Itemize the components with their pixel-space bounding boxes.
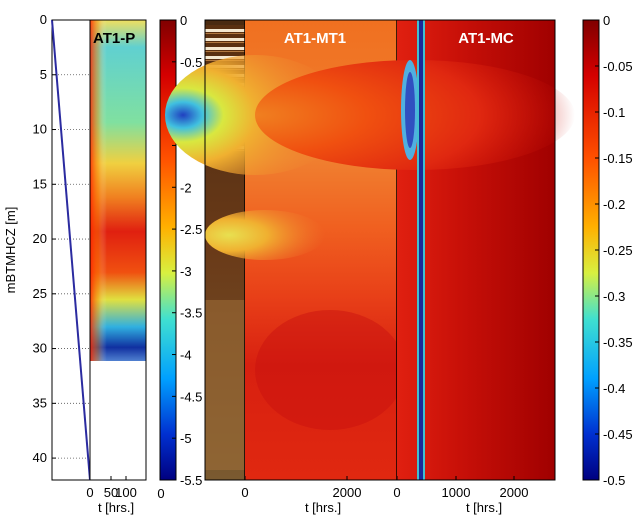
at1-mc-x-tick-label-0: 0 [393, 485, 400, 500]
colorbar-1-tick-label-5: -2.5 [180, 222, 202, 237]
y-tick-label-3: 15 [33, 176, 47, 191]
colorbar-2-tick-label-6: -0.3 [603, 289, 625, 304]
at1-mt1-x-tick-label-1: 2000 [333, 485, 362, 500]
y-tick-label-8: 40 [33, 450, 47, 465]
colorbar-1-scale [159, 19, 177, 481]
y-tick-label-2: 10 [33, 122, 47, 137]
colorbar-2-tick-label-8: -0.4 [603, 381, 625, 396]
at1-p-edge-band [90, 20, 146, 361]
y-tick-label-4: 20 [33, 231, 47, 246]
y-tick-label-0: 0 [40, 12, 47, 27]
at1-p-x-tick-label-1: 50 [104, 485, 118, 500]
at1-mc-band-core [419, 20, 423, 480]
at1-p-blank [90, 361, 146, 480]
core-image-lower [205, 300, 245, 470]
left-gridlines [52, 74, 90, 459]
colorbar-1-tick-label-1: -0.5 [180, 55, 202, 70]
colorbar-2-tick-label-4: -0.2 [603, 197, 625, 212]
at1-mc-heatmap: AT1-MC [204, 19, 575, 481]
colorbar-2-tick-label-9: -0.45 [603, 427, 633, 442]
main-x-ticks: 0 2000 0 1000 2000 [241, 476, 528, 500]
at1-p-x-tick-label-2: 100 [115, 485, 137, 500]
colorbar-2-tick-label-5: -0.25 [603, 243, 633, 258]
y-tick-label-7: 35 [33, 395, 47, 410]
colorbar-1-tick-label-8: -4 [180, 348, 192, 363]
at1-mc-x-tick-label-2: 2000 [500, 485, 529, 500]
colorbar-1-tick-label-6: -3 [180, 264, 192, 279]
colorbar-1-tick-label-0: 0 [180, 13, 187, 28]
colorbar-2-tick-label-3: -0.15 [603, 151, 633, 166]
depth-series-line [51, 19, 91, 481]
at1-mt1-anomaly-mid [205, 210, 325, 260]
at1-mt1-title: AT1-MT1 [284, 30, 346, 47]
x-axis-label-left: t [hrs.] [98, 500, 134, 515]
colorbar-2-tick-label-1: -0.05 [603, 59, 633, 74]
colorbar-2-tick-label-2: -0.1 [603, 105, 625, 120]
x-axis-label-mid: t [hrs.] [305, 500, 341, 515]
colorbar-2-ticks: 0 -0.05 -0.1 -0.15 -0.2 -0.25 -0.3 -0.35 -0.4 -0.… [595, 13, 633, 488]
colorbar-1-extra-tick: 0 [157, 486, 164, 501]
at1-p-frame [89, 19, 147, 481]
colorbar-2-tick-label-0: 0 [603, 13, 610, 28]
depth-line-panel: 0 5 10 15 20 25 30 35 40 mBTMHCZ [m] [3, 12, 91, 481]
colorbar-2-tick-label-7: -0.35 [603, 335, 633, 350]
at1-mt1-x-tick-label-0: 0 [241, 485, 248, 500]
at1-p-title: AT1-P [93, 30, 135, 47]
colorbar-at1-mc: 0 -0.05 -0.1 -0.15 -0.2 -0.25 -0.3 -0.35 -0.4 -0.… [582, 13, 633, 488]
y-axis-ticks: 0 5 10 15 20 25 30 35 40 [33, 12, 56, 465]
colorbar-1-tick-label-10: -5 [180, 431, 192, 446]
main-frame [204, 19, 556, 481]
colorbar-1-tick-label-4: -2 [180, 180, 192, 195]
at1-mt1-deep-zone [255, 310, 405, 430]
colorbar-1-tick-label-9: -4.5 [180, 389, 202, 404]
at1-p-x-tick-label-0: 0 [86, 485, 93, 500]
at1-mc-anomaly-core [405, 72, 415, 148]
x-axis-label-right: t [hrs.] [466, 500, 502, 515]
y-tick-label-5: 25 [33, 286, 47, 301]
colorbar-1-tick-label-7: -3.5 [180, 306, 202, 321]
colorbar-2-tick-label-10: -0.5 [603, 473, 625, 488]
y-tick-label-1: 5 [40, 67, 47, 82]
at1-mc-title: AT1-MC [458, 30, 514, 47]
y-tick-label-6: 30 [33, 341, 47, 356]
at1-mc-x-tick-label-1: 1000 [442, 485, 471, 500]
colorbar-1-tick-label-11: -5.5 [180, 473, 202, 488]
y-axis-label: mBTMHCZ [m] [3, 207, 18, 294]
